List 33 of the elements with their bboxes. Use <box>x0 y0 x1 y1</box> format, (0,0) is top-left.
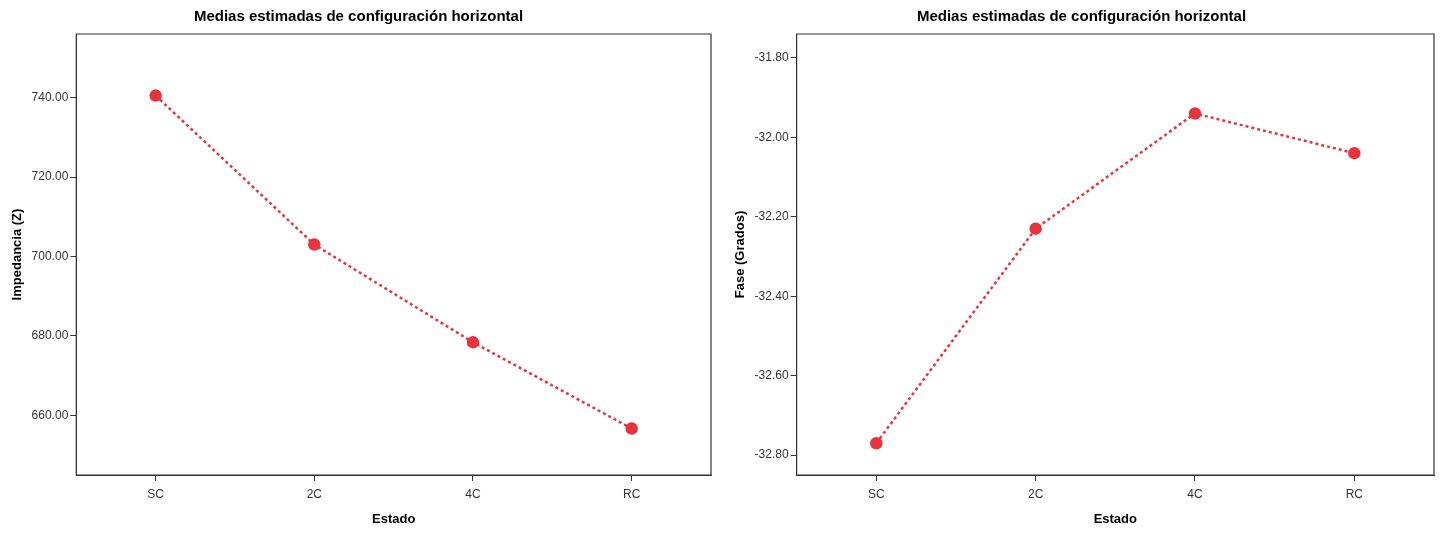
y-tick-label: 680.00 <box>31 328 69 343</box>
y-axis-title: Fase (Grados) <box>732 210 748 299</box>
x-tick-label: RC <box>622 486 641 501</box>
chart-title: Medias estimadas de configuración horizontal <box>916 7 1247 25</box>
y-tick-label: 700.00 <box>31 248 69 263</box>
point <box>1029 222 1042 235</box>
point <box>625 422 638 435</box>
point <box>1348 146 1361 160</box>
y-tick-label: -32.00 <box>754 129 789 144</box>
y-tick-label: -32.60 <box>754 367 789 382</box>
x-tick-label: SC <box>147 486 165 501</box>
y-tick-label: -32.80 <box>754 447 789 462</box>
chart-title: Medias estimadas de configuración horizontal <box>193 7 524 25</box>
point <box>870 436 883 450</box>
y-axis-title: Impedancia (Z) <box>9 208 25 301</box>
x-tick-label: 4C <box>465 486 481 501</box>
point <box>466 336 480 349</box>
x-tick-label: RC <box>1345 486 1364 501</box>
y-tick-label: -31.80 <box>754 50 789 65</box>
point <box>149 89 162 102</box>
x-tick-label: SC <box>867 486 885 501</box>
x-tick-label: 4C <box>1187 486 1203 501</box>
point <box>308 238 321 251</box>
x-axis-title: Estado <box>1093 510 1138 526</box>
x-axis-title: Estado <box>371 510 416 526</box>
x-tick-label: 2C <box>1027 486 1044 501</box>
y-tick-label: -32.20 <box>754 209 789 224</box>
point <box>1188 107 1202 120</box>
y-tick-label: 720.00 <box>31 169 69 184</box>
y-tick-label: 740.00 <box>31 89 69 104</box>
y-tick-label: -32.40 <box>754 288 789 303</box>
x-tick-label: 2C <box>306 486 323 501</box>
y-tick-label: 660.00 <box>31 407 69 422</box>
